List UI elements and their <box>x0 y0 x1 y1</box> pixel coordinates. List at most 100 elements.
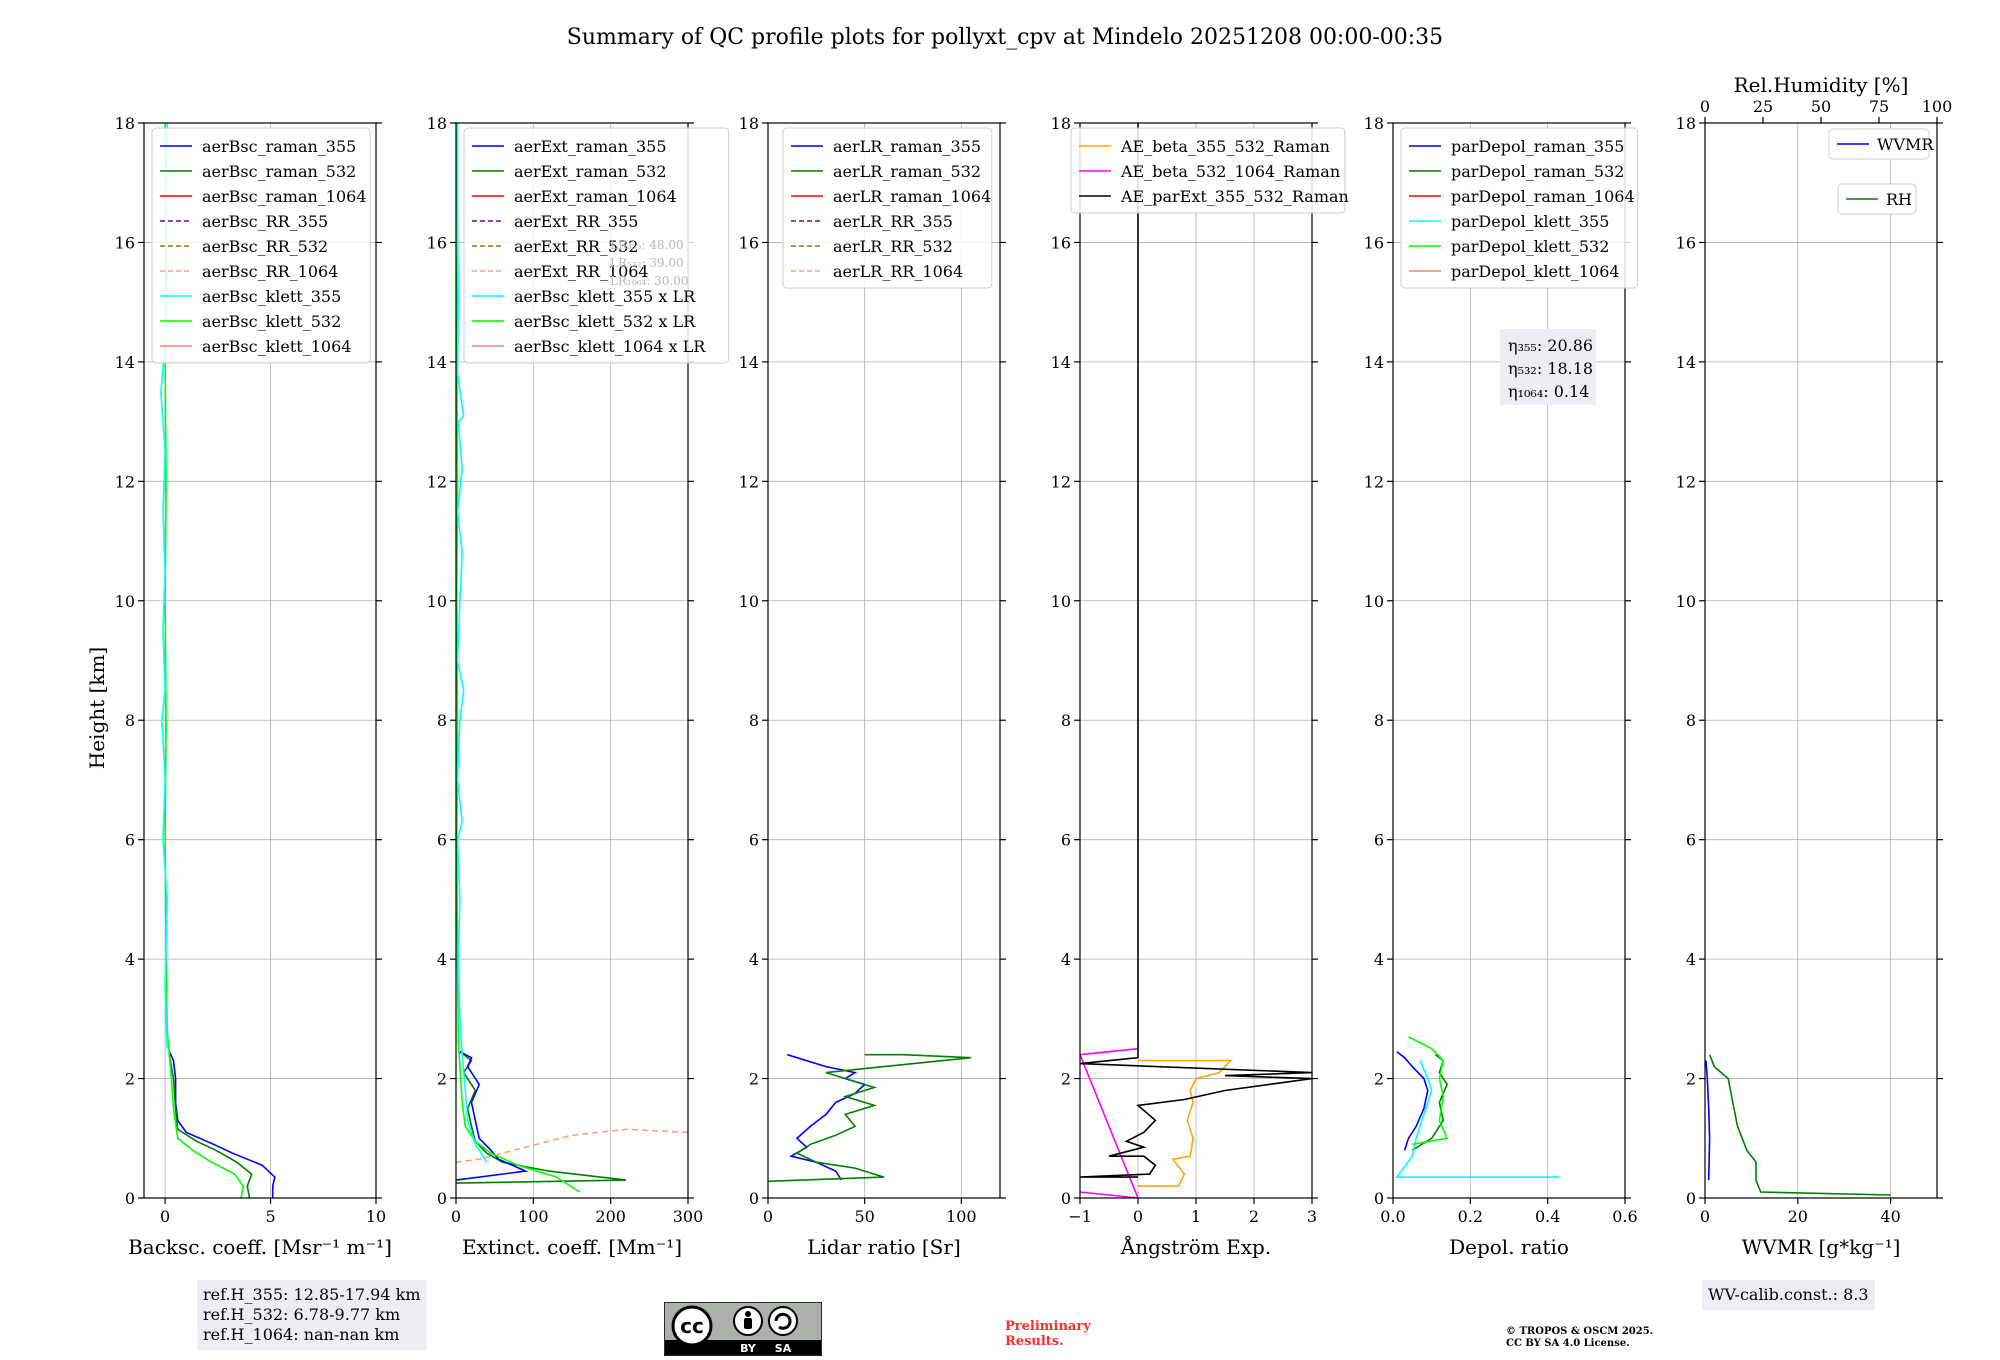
ae-xtick-label-4: 3 <box>1307 1207 1317 1226</box>
bsc-legend-label-0: aerBsc_raman_355 <box>202 137 356 156</box>
panel-depol: 0 2 4 6 8 10 12 14 16 18 0.0 0.2 0.4 0.6 Depol. ratio p… <box>1364 114 1639 1259</box>
ae-ytick-label-2: 4 <box>1061 950 1071 969</box>
wv-xtick-top-label-4: 100 <box>1922 97 1953 116</box>
ext-series-aerExt_raman_355 <box>456 1050 529 1181</box>
ae-ytick-label-7: 14 <box>1051 353 1071 372</box>
depol-legend-box <box>1400 127 1639 289</box>
depol-legend-label-5: parDepol_klett_1064 <box>1451 262 1620 281</box>
ext-annotation-1: LR₅₃₂: 39.00 <box>610 256 684 270</box>
bsc-legend-label-2: aerBsc_raman_1064 <box>202 187 367 206</box>
bsc-ytick-label-3: 6 <box>125 831 135 850</box>
ext-ytick-label-8: 16 <box>427 233 447 252</box>
depol-annotation-2: η₁₀₆₄: 0.14 <box>1508 382 1589 401</box>
ae-ytick-label-1: 2 <box>1061 1070 1071 1089</box>
depol-ytick-label-1: 2 <box>1374 1070 1384 1089</box>
lr-xtick-label-2: 100 <box>946 1207 977 1226</box>
lr-ytick-label-8: 16 <box>739 233 759 252</box>
depol-xtick-label-3: 0.6 <box>1612 1207 1637 1226</box>
cc-logo-band <box>665 1340 821 1355</box>
wv-ytick-label-7: 14 <box>1676 353 1696 372</box>
ext-annotation-0: LR₃₅₅: 48.00 <box>610 238 684 252</box>
ext-legend-label-6: aerBsc_klett_355 x LR <box>514 287 696 306</box>
bsc-ytick-label-2: 4 <box>125 950 135 969</box>
bsc-ytick-label-4: 8 <box>125 711 135 730</box>
ext-legend-label-7: aerBsc_klett_532 x LR <box>514 312 696 331</box>
wv-legend-label-1: RH <box>1886 190 1912 209</box>
ext-series-aerBsc_klett_355 x LR <box>456 123 488 1163</box>
bsc-series-aerBsc_klett_532 <box>164 123 244 1198</box>
ext-legend-label-0: aerExt_raman_355 <box>514 137 667 156</box>
ext-ytick-label-5: 10 <box>427 592 447 611</box>
lr-xtick-label-0: 0 <box>763 1207 773 1226</box>
ext-ytick-label-4: 8 <box>437 711 447 730</box>
depol-legend-label-3: parDepol_klett_355 <box>1451 212 1609 231</box>
depol-series-parDepol_klett_355 <box>1395 1060 1560 1178</box>
depol-ytick-label-2: 4 <box>1374 950 1384 969</box>
depol-series-parDepol_klett_532 <box>1408 1036 1449 1146</box>
wv-xtick-top-label-2: 50 <box>1811 97 1831 116</box>
ext-legend-label-4: aerExt_RR_532 <box>514 237 638 256</box>
bsc-xlabel: Backsc. coeff. [Msr⁻¹ m⁻¹] <box>128 1235 392 1259</box>
bsc-xtick-label-0: 0 <box>160 1207 170 1226</box>
depol-xlabel: Depol. ratio <box>1449 1235 1569 1259</box>
wv-ytick-label-5: 10 <box>1676 592 1696 611</box>
wv-series-RH <box>1708 1054 1891 1196</box>
depol-ytick-label-8: 16 <box>1364 233 1384 252</box>
lr-series-aerLR_raman_532 <box>768 1053 972 1183</box>
lr-ytick-label-7: 14 <box>739 353 759 372</box>
wv-ytick-label-1: 2 <box>1686 1070 1696 1089</box>
lr-legend-label-1: aerLR_raman_532 <box>833 162 981 181</box>
cc-sa-label: SA <box>775 1342 792 1355</box>
depol-annotation-0: η₃₅₅: 20.86 <box>1508 336 1593 355</box>
ae-xtick-label-3: 2 <box>1249 1207 1259 1226</box>
depol-ytick-label-9: 18 <box>1364 114 1384 133</box>
lr-ytick-label-4: 8 <box>749 711 759 730</box>
depol-legend-label-4: parDepol_klett_532 <box>1451 237 1609 256</box>
depol-xtick-label-0: 0.0 <box>1380 1207 1405 1226</box>
depol-ytick-label-4: 8 <box>1374 711 1384 730</box>
ae-xtick-label-2: 1 <box>1191 1207 1201 1226</box>
ext-series-aerExt_raman_532 <box>456 1051 627 1184</box>
ext-legend-label-3: aerExt_RR_355 <box>514 212 638 231</box>
wv-xtick-top-label-0: 0 <box>1700 97 1710 116</box>
depol-ytick-label-5: 10 <box>1364 592 1384 611</box>
ext-ytick-label-6: 12 <box>427 472 447 491</box>
lr-ytick-label-9: 18 <box>739 114 759 133</box>
ae-xtick-label-1: 0 <box>1133 1207 1143 1226</box>
lr-ytick-label-1: 2 <box>749 1070 759 1089</box>
wv-ytick-label-3: 6 <box>1686 831 1696 850</box>
wv-xtick-label-2: 40 <box>1880 1207 1900 1226</box>
ae-legend-box <box>1070 127 1346 214</box>
wv-xtick-label-0: 0 <box>1700 1207 1710 1226</box>
wv-series-WVMR <box>1705 1060 1711 1181</box>
wv-xlabel: WVMR [g*kg⁻¹] <box>1742 1235 1901 1259</box>
cc-by-sa-logo: cc BY SA <box>664 1302 822 1356</box>
ae-ytick-label-8: 16 <box>1051 233 1071 252</box>
ae-ytick-label-9: 18 <box>1051 114 1071 133</box>
ae-ytick-label-5: 10 <box>1051 592 1071 611</box>
bsc-ytick-label-6: 12 <box>115 472 135 491</box>
depol-legend-label-1: parDepol_raman_532 <box>1451 162 1624 181</box>
bsc-legend-label-3: aerBsc_RR_355 <box>202 212 328 231</box>
wv-calib-const: WV-calib.const.: 8.3 <box>1708 1285 1869 1304</box>
ext-xtick-label-3: 300 <box>673 1207 704 1226</box>
bsc-axes-frame <box>143 122 377 1199</box>
bsc-legend-label-1: aerBsc_raman_532 <box>202 162 356 181</box>
lr-series-group <box>768 1053 972 1183</box>
depol-axes-frame <box>1392 122 1626 1199</box>
reference-height-box: ref.H_355: 12.85-17.94 km ref.H_532: 6.7… <box>197 1280 427 1350</box>
preliminary-line-1: Preliminary <box>1005 1319 1091 1334</box>
ext-ytick-label-2: 4 <box>437 950 447 969</box>
ext-ytick-label-1: 2 <box>437 1070 447 1089</box>
ae-legend-label-0: AE_beta_355_532_Raman <box>1120 137 1330 156</box>
wv-ytick-label-2: 4 <box>1686 950 1696 969</box>
ext-ytick-label-7: 14 <box>427 353 447 372</box>
depol-series-parDepol_raman_355 <box>1396 1051 1429 1151</box>
wv-ytick-label-0: 0 <box>1686 1189 1696 1208</box>
share-alike-icon <box>768 1306 798 1336</box>
bsc-ytick-label-5: 10 <box>115 592 135 611</box>
lr-axes-frame <box>767 122 1001 1199</box>
lr-xlabel: Lidar ratio [Sr] <box>807 1235 961 1259</box>
person-icon-head <box>745 1311 751 1317</box>
